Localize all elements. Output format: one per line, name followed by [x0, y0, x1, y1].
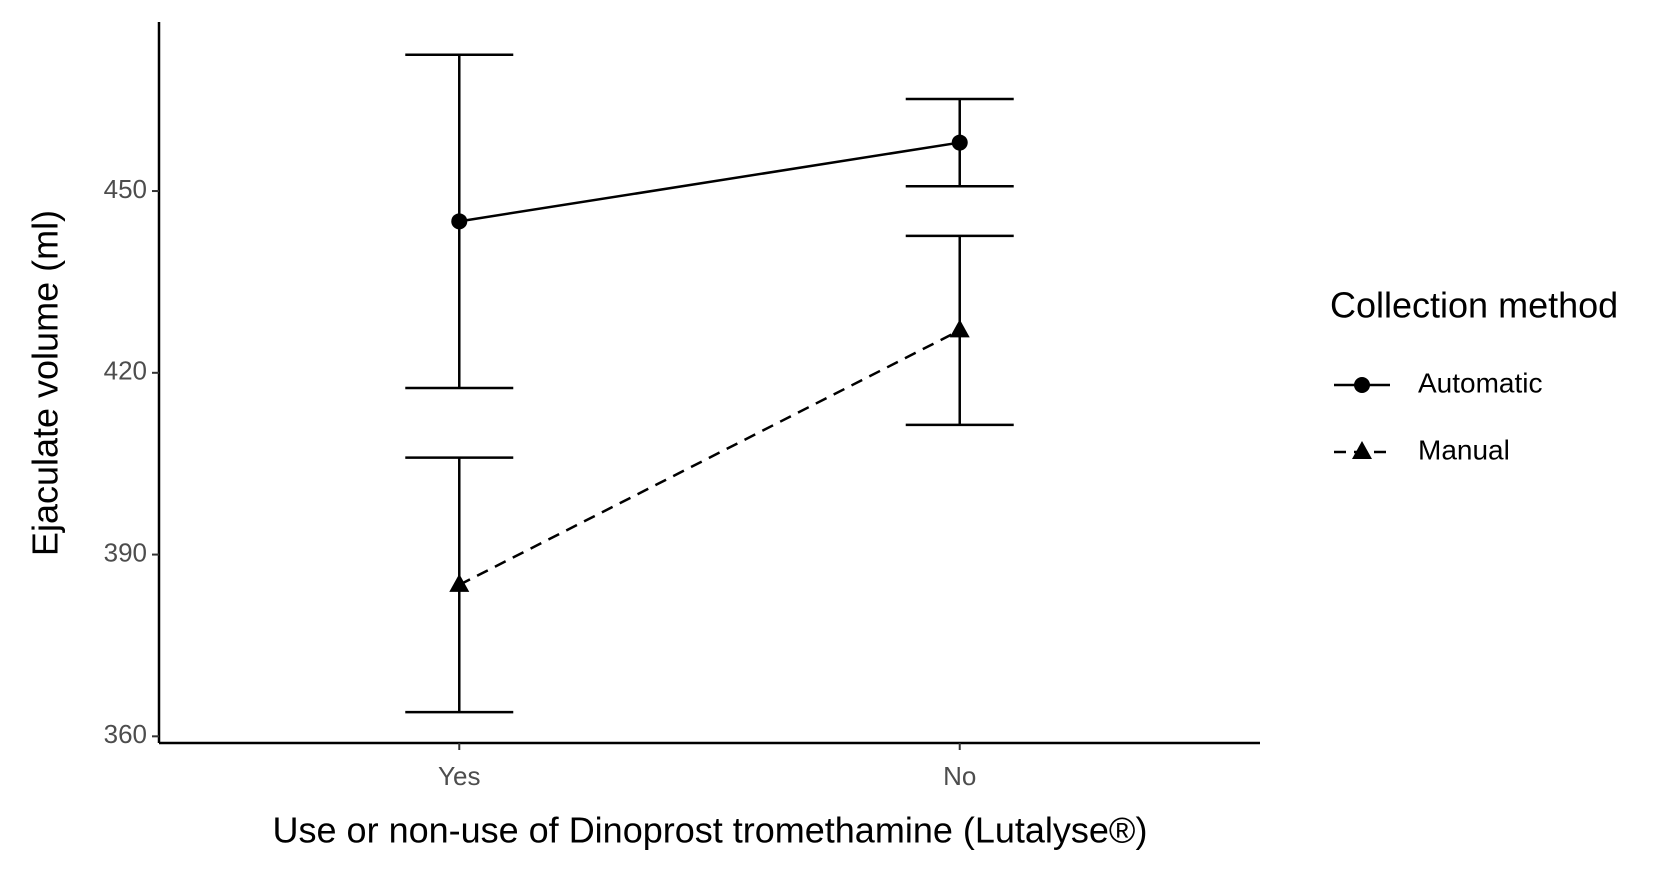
- y-tick-label: 390: [104, 537, 147, 567]
- legend-label: Automatic: [1418, 367, 1543, 398]
- x-axis-title: Use or non-use of Dinoprost tromethamine…: [273, 810, 1148, 851]
- marker: [1354, 377, 1370, 393]
- series-line: [459, 141, 960, 223]
- y-tick-label: 450: [104, 174, 147, 204]
- x-tick-label: No: [943, 761, 976, 791]
- legend-title: Collection method: [1330, 285, 1618, 326]
- x-tick-label: Yes: [438, 761, 480, 791]
- legend-label: Manual: [1418, 434, 1510, 465]
- marker: [951, 134, 968, 151]
- marker: [1352, 441, 1372, 459]
- y-tick-label: 420: [104, 356, 147, 386]
- y-tick-label: 360: [104, 719, 147, 749]
- marker: [451, 213, 468, 230]
- y-axis-title: Ejaculate volume (ml): [25, 210, 66, 556]
- marker: [449, 573, 470, 592]
- marker: [949, 319, 970, 338]
- series-line: [458, 329, 961, 586]
